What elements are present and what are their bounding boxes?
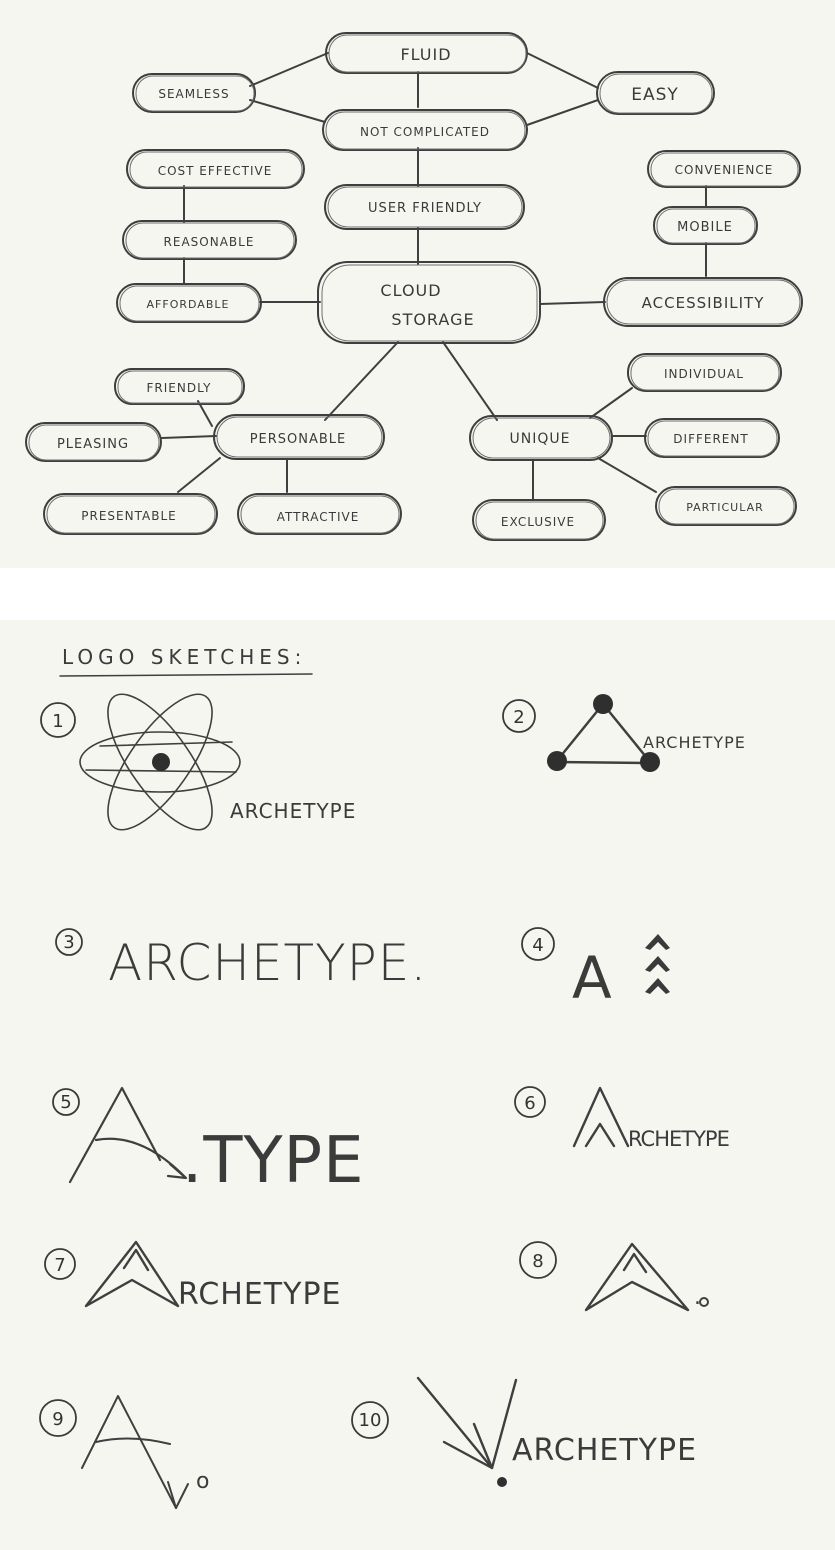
sketch-number: 10: [359, 1410, 382, 1431]
node-label: REASONABLE: [164, 235, 255, 249]
node-label: MOBILE: [677, 220, 733, 235]
sketch-number: 2: [513, 707, 524, 728]
triangle-nodes-icon: [547, 694, 660, 772]
logo-sketch-3: 3 ARCHETYPE.: [55, 928, 427, 992]
dot-icon: [497, 1477, 507, 1487]
node-label: INDIVIDUAL: [664, 367, 744, 381]
sketch-text: ARCHETYPE: [643, 733, 746, 752]
chevron-a-icon: [84, 1240, 180, 1308]
sketch-text: ARCHETYPE: [512, 1433, 697, 1468]
node-not-complicated: NOT COMPLICATED: [322, 109, 528, 151]
mind-map-diagram: FLUID SEAMLESS EASY NOT COMPLICATED COST…: [25, 32, 803, 541]
node-user-friendly: USER FRIENDLY: [324, 184, 525, 230]
node-label: PRESENTABLE: [81, 509, 176, 523]
node-label: AFFORDABLE: [147, 298, 230, 311]
logo-sketch-2: 2 ARCHETYPE: [502, 694, 746, 772]
logo-sketches-panel: LOGO SKETCHES: 1 ARCHETYPE 2 ARCHETYPE 3: [0, 620, 835, 1550]
down-arrow-v-icon: [416, 1376, 518, 1470]
arrow-a-icon: [68, 1086, 188, 1184]
logo-sketches-drawing: LOGO SKETCHES: 1 ARCHETYPE 2 ARCHETYPE 3: [39, 645, 746, 1509]
logo-sketch-7: 7 RCHETYPE: [44, 1240, 342, 1312]
node-accessibility: ACCESSIBILITY: [603, 277, 803, 327]
sketch-number: 3: [63, 932, 74, 953]
node-label: EXCLUSIVE: [501, 515, 575, 529]
node-label: DIFFERENT: [673, 432, 748, 446]
node-friendly: FRIENDLY: [114, 368, 245, 405]
node-label: CONVENIENCE: [675, 163, 774, 177]
node-label: PLEASING: [57, 437, 129, 452]
logo-sketches-heading: LOGO SKETCHES:: [59, 645, 313, 677]
node-label: ACCESSIBILITY: [642, 294, 765, 312]
sketch-text: A: [572, 944, 612, 1012]
logo-sketch-9: 9 o: [39, 1395, 209, 1509]
dot-icon: [699, 1297, 709, 1307]
mountain-a-icon: [572, 1086, 630, 1148]
sketch-number: 7: [54, 1255, 65, 1276]
node-unique: UNIQUE: [469, 415, 613, 461]
node-label: FLUID: [400, 45, 451, 64]
node-seamless: SEAMLESS: [132, 73, 256, 113]
node-attractive: ATTRACTIVE: [237, 493, 402, 535]
node-fluid: FLUID: [325, 32, 528, 74]
node-pleasing: PLEASING: [25, 422, 162, 462]
node-label: USER FRIENDLY: [368, 201, 482, 216]
node-easy: EASY: [596, 71, 715, 115]
node-label: COST EFFECTIVE: [158, 164, 273, 178]
sketch-text: RCHETYPE: [178, 1277, 342, 1312]
sketch-number: 8: [532, 1251, 543, 1272]
node-personable: PERSONABLE: [213, 414, 385, 460]
node-label-line1: CLOUD: [380, 281, 441, 300]
node-label: FRIENDLY: [147, 381, 212, 395]
logo-sketch-5: 5 .TYPE: [52, 1086, 365, 1198]
sketch-text: .TYPE: [182, 1124, 365, 1198]
node-reasonable: REASONABLE: [122, 220, 297, 260]
logo-sketch-10: 10 ARCHETYPE: [351, 1376, 697, 1487]
sketch-text: ARCHETYPE: [230, 799, 356, 823]
sketch-number: 1: [52, 711, 63, 732]
node-individual: INDIVIDUAL: [627, 353, 782, 392]
node-convenience: CONVENIENCE: [647, 150, 801, 188]
node-label: PERSONABLE: [250, 432, 347, 447]
node-label: ATTRACTIVE: [277, 510, 360, 524]
node-label: PARTICULAR: [686, 501, 764, 514]
node-label-line2: STORAGE: [391, 310, 474, 329]
sketch-number: 5: [60, 1092, 71, 1113]
mind-map-panel: FLUID SEAMLESS EASY NOT COMPLICATED COST…: [0, 0, 835, 568]
node-particular: PARTICULAR: [655, 486, 797, 526]
sketch-text: o: [196, 1469, 209, 1494]
stacked-chevrons-icon: [645, 934, 670, 994]
logo-sketch-1: 1 ARCHETYPE: [40, 693, 356, 831]
sketch-text: RCHETYPE: [628, 1127, 729, 1151]
logo-sketch-8: 8 .: [519, 1241, 709, 1312]
logo-sketch-6: 6 RCHETYPE: [514, 1086, 730, 1151]
node-cloud-storage: CLOUD STORAGE: [317, 261, 541, 344]
sketch-number: 9: [52, 1409, 63, 1430]
node-mobile: MOBILE: [653, 206, 758, 245]
node-label: SEAMLESS: [158, 87, 229, 101]
mind-map-connectors: [161, 52, 707, 501]
node-affordable: AFFORDABLE: [116, 283, 262, 323]
node-presentable: PRESENTABLE: [43, 493, 218, 535]
sketch-number: 6: [524, 1093, 535, 1114]
sketch-text: ARCHETYPE.: [108, 934, 427, 992]
node-different: DIFFERENT: [644, 418, 780, 458]
logo-sketch-4: 4 A: [521, 927, 670, 1012]
chevron-a-icon: [584, 1242, 690, 1312]
node-cost-effective: COST EFFECTIVE: [126, 149, 305, 189]
sketch-number: 4: [532, 935, 543, 956]
node-label: UNIQUE: [510, 431, 571, 447]
node-exclusive: EXCLUSIVE: [472, 499, 606, 541]
heading-text: LOGO SKETCHES:: [62, 645, 306, 669]
node-label: NOT COMPLICATED: [360, 125, 490, 139]
atom-icon: [79, 693, 241, 831]
atom-nucleus-icon: [152, 753, 170, 771]
arrow-a-icon: [81, 1395, 189, 1509]
sketch-text: .: [694, 1285, 701, 1310]
node-label: EASY: [631, 85, 679, 105]
